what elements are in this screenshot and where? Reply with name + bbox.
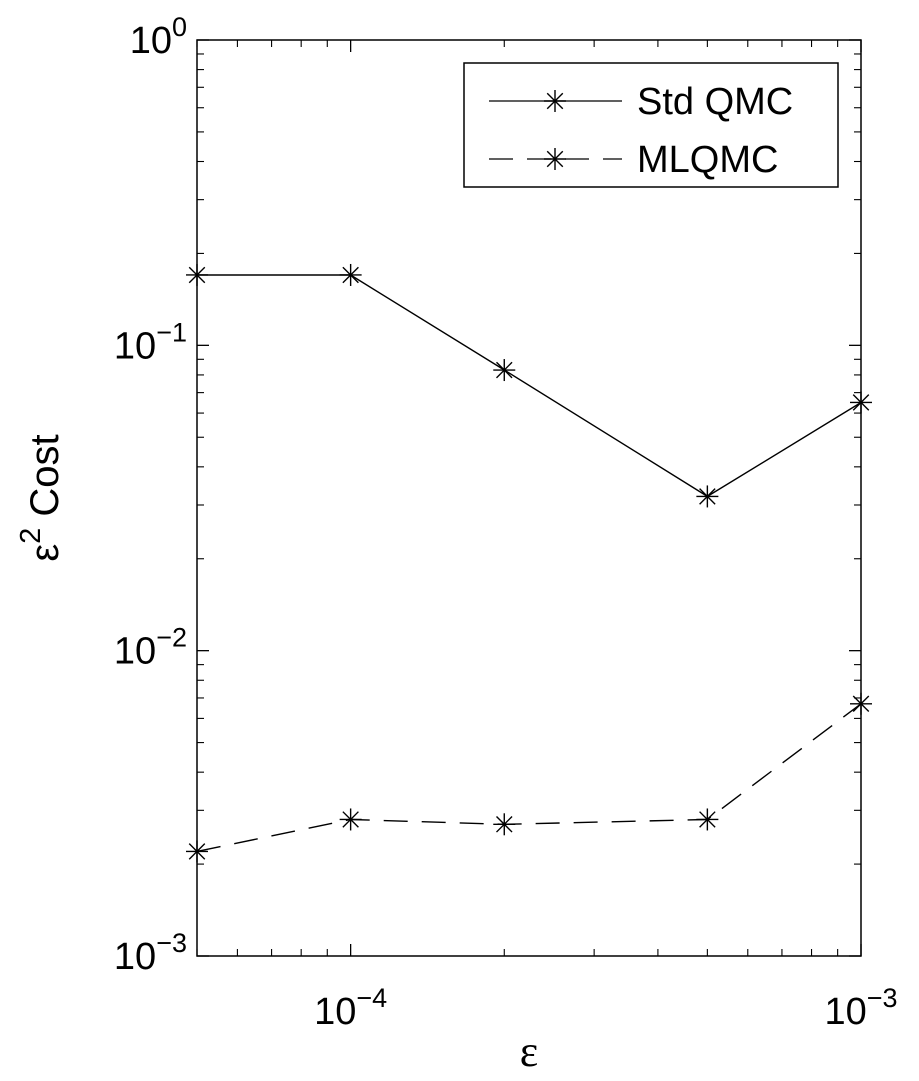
marker-stroke	[546, 92, 564, 110]
y-tick-label: 100	[130, 12, 187, 62]
x-tick-label: 10−3	[824, 983, 897, 1033]
data-point-mlqmc	[696, 808, 719, 831]
legend-asterisk-std-qmc	[544, 90, 566, 112]
data-point-mlqmc	[493, 813, 516, 836]
data-point-std-qmc	[493, 359, 516, 382]
x-tick-label: 10−4	[314, 983, 387, 1033]
legend-marker-mlqmc	[544, 148, 566, 170]
plot-area-border	[196, 39, 862, 957]
marker-stroke	[699, 488, 716, 505]
marker-stroke	[546, 150, 564, 168]
marker-stroke	[699, 811, 716, 828]
y-tick-label: 10−3	[114, 928, 187, 978]
data-point-std-qmc	[696, 485, 719, 508]
tick-labels: 10−3 10−2 10−1 100 10−4 10−3	[114, 12, 898, 1033]
legend-asterisk-mlqmc	[544, 148, 566, 170]
series-line-std-qmc	[197, 274, 862, 498]
marker-stroke	[495, 361, 513, 379]
series-line-mlqmc	[196, 703, 862, 853]
y-tick-label: 10−1	[114, 317, 187, 367]
minor-ticks	[196, 40, 861, 956]
legend-label-std-qmc: Std QMC	[637, 81, 793, 123]
data-point-mlqmc	[339, 808, 362, 831]
y-axis-label: ε2 Cost	[15, 434, 67, 561]
x-axis-label: ε	[520, 1027, 538, 1076]
y-axis-label-rest: Cost	[23, 434, 67, 527]
data-point-std-qmc	[339, 263, 362, 286]
series-layer	[186, 263, 872, 863]
legend-label-mlqmc: MLQMC	[637, 139, 778, 181]
marker-stroke	[342, 266, 359, 284]
legend-marker-std-qmc	[544, 90, 566, 112]
y-axis-label-base: ε	[23, 544, 67, 562]
marker-stroke	[495, 816, 513, 833]
legend-box	[463, 62, 839, 188]
marker-stroke	[342, 811, 359, 828]
y-tick-label: 10−2	[114, 623, 187, 673]
legend: Std QMC MLQMC	[463, 62, 839, 188]
y-axis-label-exponent: 2	[15, 528, 47, 544]
